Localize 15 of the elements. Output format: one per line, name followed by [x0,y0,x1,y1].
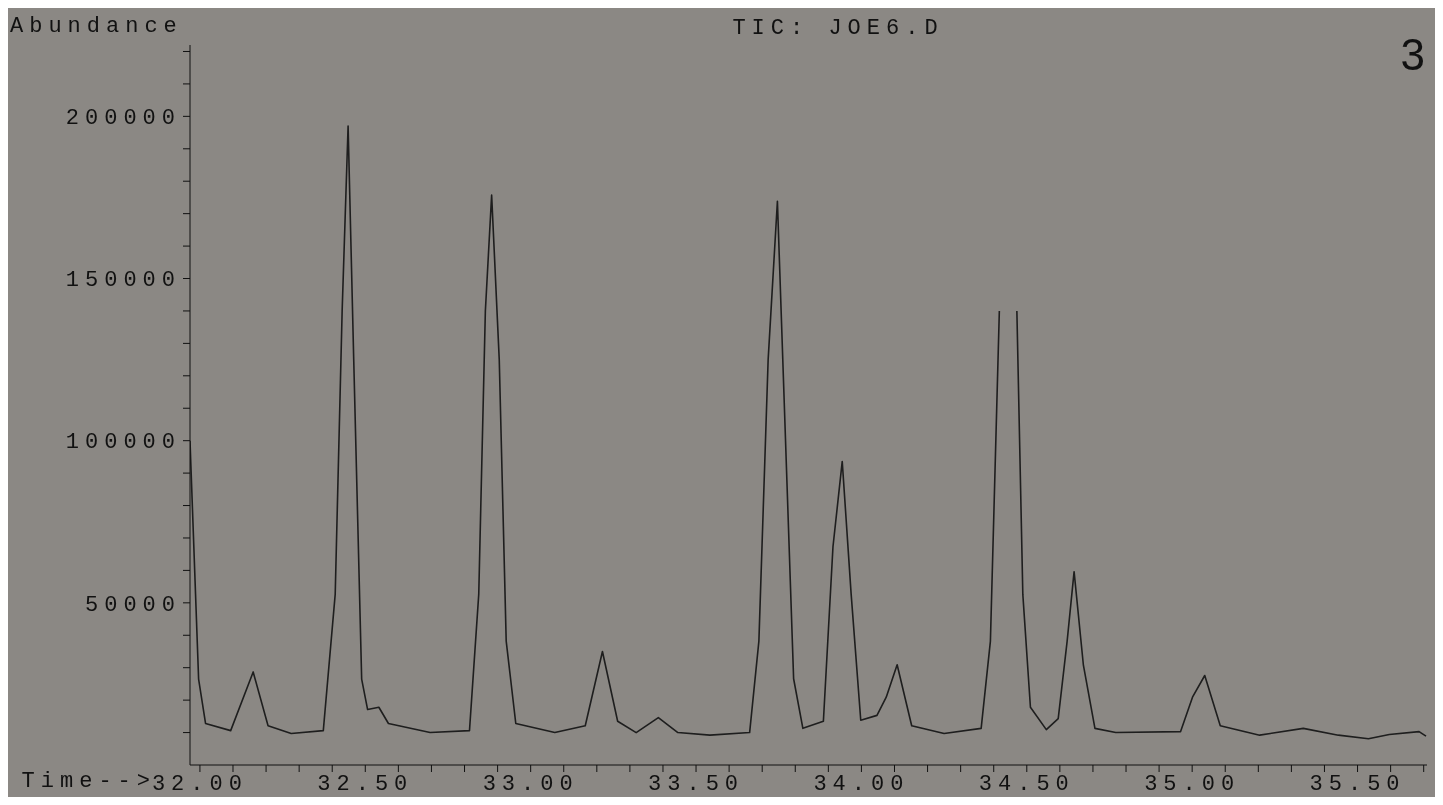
x-tick-label: 35.00 [1144,771,1241,797]
x-tick-label: 34.00 [813,771,910,797]
y-tick-label: 100000 [65,430,181,456]
x-tick-label: 32.50 [317,771,414,797]
y-tick-label: 200000 [65,106,181,132]
chart-title: TIC: JOE6.D [732,16,944,41]
x-tick-label: 33.00 [482,771,579,797]
x-tick-label: 35.50 [1309,771,1406,797]
x-tick-label: 33.50 [648,771,745,797]
y-tick-label: 50000 [84,592,181,618]
x-tick-label: 34.50 [978,771,1075,797]
y-axis-title: Abundance [10,14,183,39]
y-tick-label: 150000 [65,268,181,294]
x-tick-label: 32.00 [151,771,248,797]
annotation: 3 [1400,30,1425,80]
